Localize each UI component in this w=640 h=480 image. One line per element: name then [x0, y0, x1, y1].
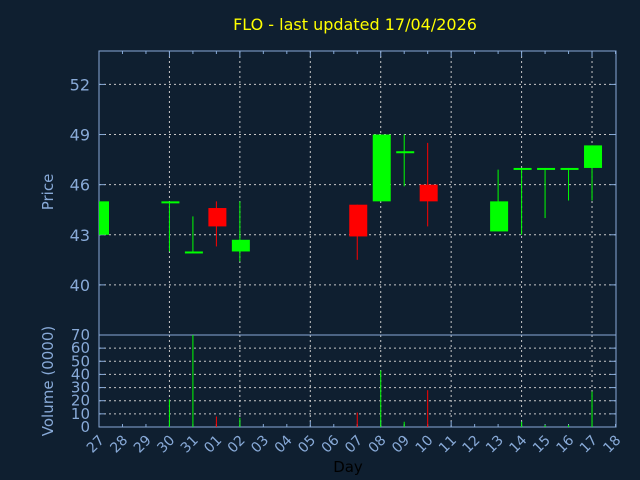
price-tick-label: 49	[70, 126, 90, 145]
x-tick-label: 28	[107, 433, 131, 457]
x-tick-label: 13	[483, 433, 507, 457]
x-tick-label: 27	[84, 433, 108, 457]
x-tick-label: 14	[506, 432, 530, 456]
candle-body	[184, 251, 203, 254]
x-tick-label: 30	[154, 433, 178, 457]
candle-body	[513, 167, 532, 170]
x-tick-label: 18	[600, 433, 624, 457]
x-axis-label: Day	[333, 458, 363, 476]
candle-body	[560, 167, 579, 170]
candle-body	[419, 184, 438, 202]
candle-body	[99, 201, 109, 235]
volume-tick-label: 0	[80, 418, 90, 436]
x-tick-label: 29	[131, 433, 155, 457]
x-tick-label: 08	[366, 433, 390, 457]
x-tick-label: 05	[295, 433, 319, 457]
x-tick-label: 17	[577, 433, 601, 457]
volume-tick-label: 60	[71, 339, 90, 357]
candle-body	[231, 239, 250, 252]
price-tick-label: 40	[70, 276, 90, 295]
volume-tick-label: 40	[71, 365, 90, 383]
x-tick-label: 16	[553, 432, 577, 456]
volume-tick-label: 20	[71, 392, 90, 410]
x-tick-label: 07	[342, 433, 366, 457]
x-tick-label: 15	[530, 433, 554, 457]
x-tick-label: 12	[460, 433, 484, 457]
x-tick-label: 06	[319, 432, 343, 456]
candle-body	[490, 201, 509, 232]
candle-body	[161, 201, 180, 204]
candle-body	[208, 208, 227, 227]
x-tick-label: 11	[436, 433, 460, 457]
price-tick-label: 52	[70, 75, 90, 94]
volume-tick-label: 70	[71, 326, 90, 344]
volume-tick-label: 50	[71, 352, 90, 370]
volume-axis-label: Volume (0000)	[39, 326, 57, 436]
chart-title: FLO - last updated 17/04/2026	[233, 15, 477, 34]
x-tick-label: 01	[201, 433, 225, 457]
price-plot-frame	[98, 50, 617, 336]
x-tick-label: 09	[389, 433, 413, 457]
candle-body	[396, 151, 415, 154]
candle-body	[349, 204, 368, 237]
x-tick-label: 02	[225, 433, 249, 457]
price-tick-label: 46	[70, 176, 90, 195]
candle-body	[584, 145, 603, 168]
x-tick-label: 10	[413, 433, 437, 457]
price-tick-label: 43	[70, 226, 90, 245]
x-tick-label: 03	[248, 433, 272, 457]
x-tick-label: 31	[178, 433, 202, 457]
volume-tick-label: 30	[71, 379, 90, 397]
volume-tick-label: 10	[71, 405, 90, 423]
candle-body	[372, 134, 391, 202]
price-axis-label: Price	[39, 174, 57, 211]
x-tick-label: 04	[272, 432, 296, 456]
candle-body	[537, 167, 556, 170]
